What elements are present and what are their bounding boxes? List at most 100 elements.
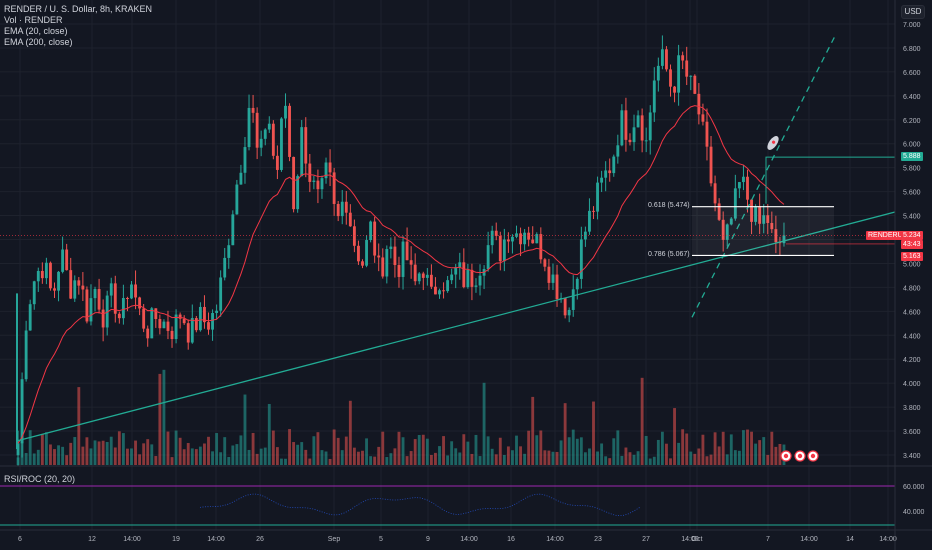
volume-bar xyxy=(709,454,713,465)
time-tick-label: 12 xyxy=(88,536,96,543)
time-tick-label: 14:00 xyxy=(879,536,897,543)
volume-bar xyxy=(766,454,770,465)
candle-body xyxy=(85,289,89,322)
rsi-roc-label[interactable]: RSI/ROC (20, 20) xyxy=(4,474,76,484)
candle-body xyxy=(397,265,401,277)
candle-body xyxy=(535,234,539,244)
time-tick-label: 23 xyxy=(594,536,602,543)
candle-body xyxy=(612,156,616,174)
volume-bars xyxy=(16,369,786,465)
candle-body xyxy=(733,188,737,219)
currency-button[interactable]: USD xyxy=(901,5,925,19)
candle-body xyxy=(377,255,381,258)
volume-bar xyxy=(69,442,73,465)
symbol-title[interactable]: RENDER / U. S. Dollar, 8h, KRAKEN xyxy=(4,4,153,14)
volume-indicator-label[interactable]: Vol · RENDER xyxy=(4,15,63,25)
ema20-indicator-label[interactable]: EMA (20, close) xyxy=(4,26,68,36)
candle-body xyxy=(624,110,628,140)
candle-body xyxy=(409,260,413,265)
volume-bar xyxy=(32,453,36,465)
volume-bar xyxy=(231,445,235,465)
volume-bar xyxy=(770,431,774,465)
candle-body xyxy=(32,281,36,305)
volume-bar xyxy=(109,436,113,465)
candle-body xyxy=(616,145,620,157)
candle-body xyxy=(365,240,368,266)
candle-body xyxy=(280,118,283,170)
volume-bar xyxy=(373,456,377,465)
candle-body xyxy=(531,239,535,244)
candle-body xyxy=(369,221,373,241)
volume-bar xyxy=(308,458,312,465)
volume-bar xyxy=(478,456,482,465)
volume-bar xyxy=(328,458,332,465)
candle-body xyxy=(227,245,231,258)
candle-body xyxy=(121,298,125,319)
volume-bar xyxy=(324,451,328,465)
candle-body xyxy=(742,176,745,183)
time-tick-label: 14:00 xyxy=(546,536,564,543)
volume-bar xyxy=(506,446,510,465)
candle-body xyxy=(421,273,425,278)
candle-body xyxy=(746,176,749,200)
volume-bar xyxy=(28,430,32,465)
volume-bar xyxy=(746,429,749,465)
candle-body xyxy=(235,184,239,215)
candle-body xyxy=(381,257,385,277)
time-tick-label: 7 xyxy=(766,536,770,543)
volume-bar xyxy=(85,437,89,465)
volume-bar xyxy=(697,448,701,465)
candle-body xyxy=(300,127,304,177)
candle-body xyxy=(490,230,494,246)
volume-bar xyxy=(563,403,567,465)
volume-bar xyxy=(357,451,360,465)
volume-bar xyxy=(547,450,551,465)
volume-bar xyxy=(235,444,239,465)
candle-body xyxy=(539,234,543,260)
volume-bar xyxy=(701,434,705,465)
candle-body xyxy=(174,314,178,340)
candle-body xyxy=(782,235,786,244)
volume-bar xyxy=(73,437,77,465)
candle-body xyxy=(105,295,109,328)
fib-upper-label: 0.618 (5.474) xyxy=(648,202,690,209)
time-tick-label: 14:00 xyxy=(123,536,141,543)
candle-body xyxy=(81,285,85,290)
candle-body xyxy=(592,210,595,212)
volume-bar xyxy=(705,456,709,465)
volume-bar xyxy=(729,434,733,465)
volume-bar xyxy=(352,447,356,465)
candle-body xyxy=(515,233,518,237)
candle-body xyxy=(243,147,247,173)
candle-body xyxy=(20,379,24,444)
volume-bar xyxy=(462,434,466,465)
volume-bar xyxy=(178,437,182,465)
time-tick-label: 14 xyxy=(846,536,854,543)
price-tick-label: 5.800 xyxy=(903,166,921,173)
fib-lower-label: 0.786 (5.067) xyxy=(648,251,690,258)
candle-body xyxy=(425,274,429,278)
candle-body xyxy=(57,271,60,291)
candle-body xyxy=(588,210,591,232)
volume-bar xyxy=(515,435,518,465)
candle-body xyxy=(198,306,202,331)
ema200-indicator-label[interactable]: EMA (200, close) xyxy=(4,37,73,47)
candle-body xyxy=(600,177,604,183)
volume-bar xyxy=(117,431,121,465)
rsi-line xyxy=(199,493,641,517)
candle-body xyxy=(142,308,146,329)
volume-bar xyxy=(490,448,494,465)
candle-body xyxy=(446,280,450,292)
volume-bar xyxy=(300,442,304,465)
candle-body xyxy=(478,275,482,286)
volume-bar xyxy=(442,436,445,465)
volume-bar xyxy=(336,437,340,465)
candle-body xyxy=(450,274,454,281)
candle-body xyxy=(292,156,296,210)
candle-body xyxy=(713,183,717,204)
candle-body xyxy=(308,163,312,182)
volume-bar xyxy=(636,451,640,465)
candle-body xyxy=(73,280,77,299)
volume-bar xyxy=(778,443,782,465)
